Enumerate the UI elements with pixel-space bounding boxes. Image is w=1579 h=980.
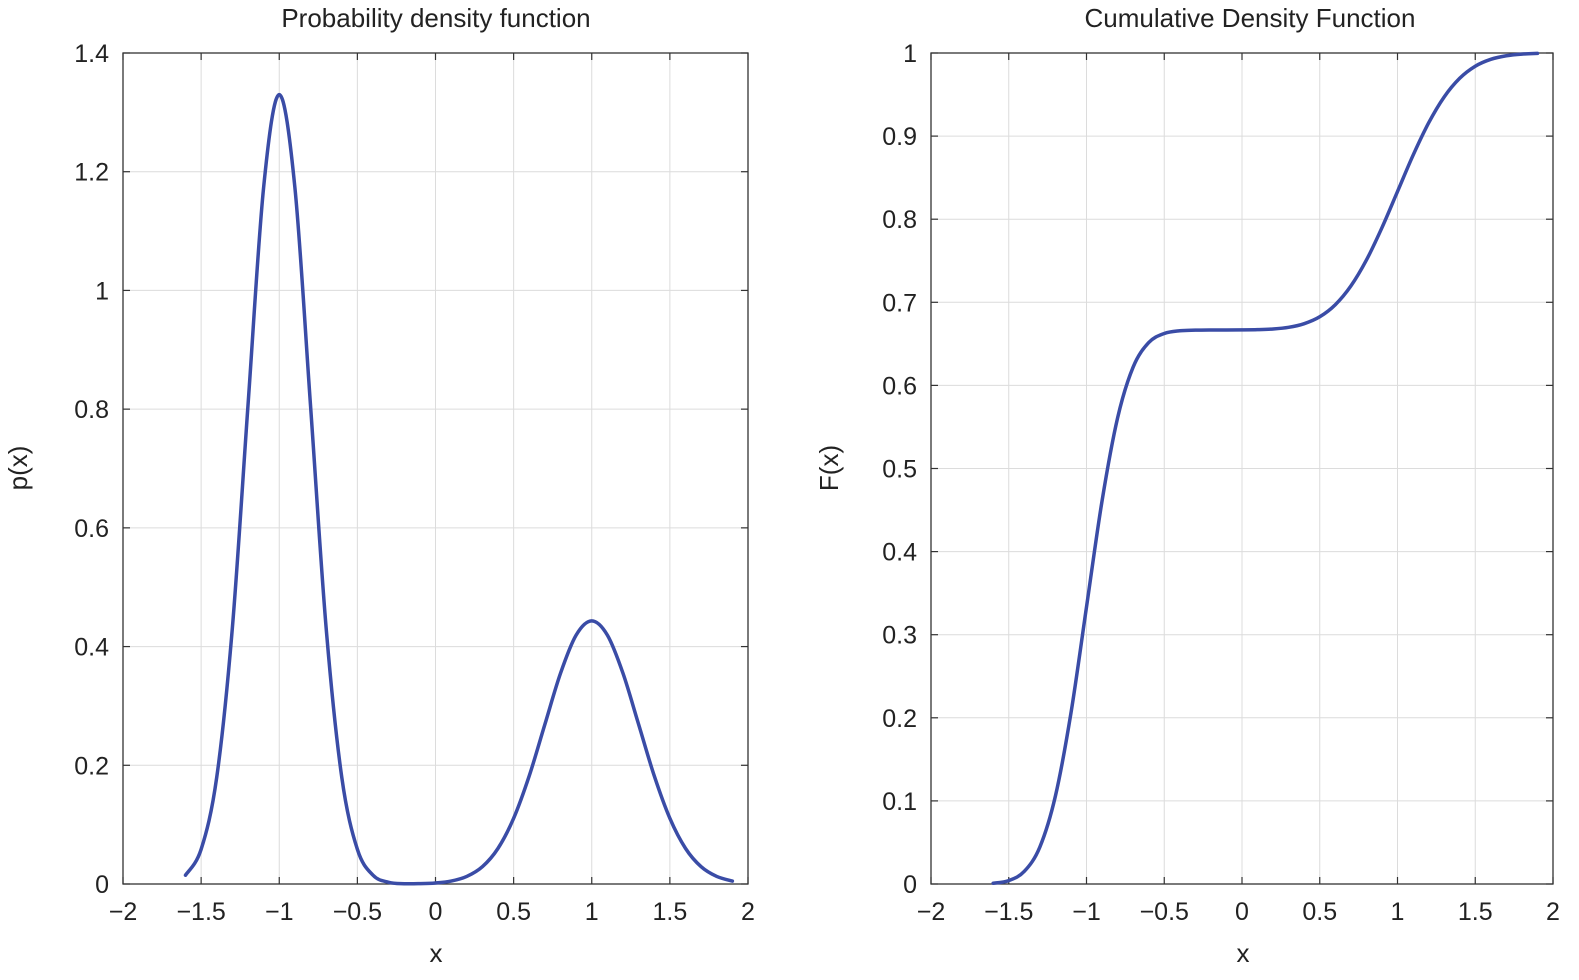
pdf-x-tick-label: −1.5 [176,898,225,926]
pdf-xlabel: x [430,938,443,968]
cdf-y-tick-label: 0.7 [882,289,917,317]
pdf-x-tick-label: −1 [265,898,294,926]
cdf-y-tick-label: 0 [903,871,917,899]
pdf-x-tick-label: 0 [429,898,443,926]
cdf-xlabel: x [1237,938,1250,968]
pdf-x-tick-label: 0.5 [496,898,531,926]
cdf-y-tick-label: 0.6 [882,372,917,400]
cdf-x-tick-label: 1 [1391,898,1405,926]
cdf-y-tick-label: 0.3 [882,622,917,650]
cdf-x-tick-label: 0.5 [1302,898,1337,926]
cdf-y-tick-label: 0.4 [882,539,917,567]
pdf-y-tick-label: 0.4 [74,634,109,662]
cdf-y-tick-label: 0.5 [882,456,917,484]
pdf-x-tick-label: 1.5 [652,898,687,926]
cdf-y-tick-label: 0.1 [882,788,917,816]
cdf-x-tick-label: 2 [1546,898,1560,926]
cdf-axes-box [930,52,1554,885]
pdf-y-tick-label: 0.2 [74,752,109,780]
pdf-y-tick-label: 1.2 [74,159,109,187]
cdf-chart: Cumulative Density Function x F(x) −2 −1.… [814,3,1560,968]
pdf-x-tick-label: −2 [109,898,138,926]
cdf-title: Cumulative Density Function [1085,3,1416,33]
pdf-y-tick-label: 0.6 [74,515,109,543]
cdf-ylabel: F(x) [814,445,844,491]
pdf-y-tick-label: 1 [95,277,109,305]
pdf-title: Probability density function [281,3,590,33]
pdf-curve [183,92,735,886]
cdf-y-tick-label: 1 [903,40,917,68]
pdf-ylabel: p(x) [3,446,33,491]
cdf-x-tick-label: −1.5 [984,898,1033,926]
pdf-chart: Probability density function x p(x) −2 −1… [3,3,755,968]
cdf-x-tick-label: −2 [917,898,946,926]
pdf-y-tick-label: 1.4 [74,40,109,68]
pdf-x-tick-label: 2 [741,898,755,926]
cdf-x-tick-label: 0 [1235,898,1249,926]
pdf-x-tick-label: −0.5 [333,898,382,926]
cdf-y-tick-label: 0.2 [882,705,917,733]
cdf-y-tick-label: 0.8 [882,206,917,234]
cdf-x-tick-label: −0.5 [1140,898,1189,926]
pdf-x-tick-label: 1 [585,898,599,926]
cdf-x-tick-label: −1 [1072,898,1101,926]
pdf-y-tick-label: 0.8 [74,396,109,424]
cdf-x-tick-label: 1.5 [1458,898,1493,926]
cdf-curve [991,51,1540,886]
cdf-y-tick-label: 0.9 [882,123,917,151]
pdf-y-tick-label: 0 [95,871,109,899]
